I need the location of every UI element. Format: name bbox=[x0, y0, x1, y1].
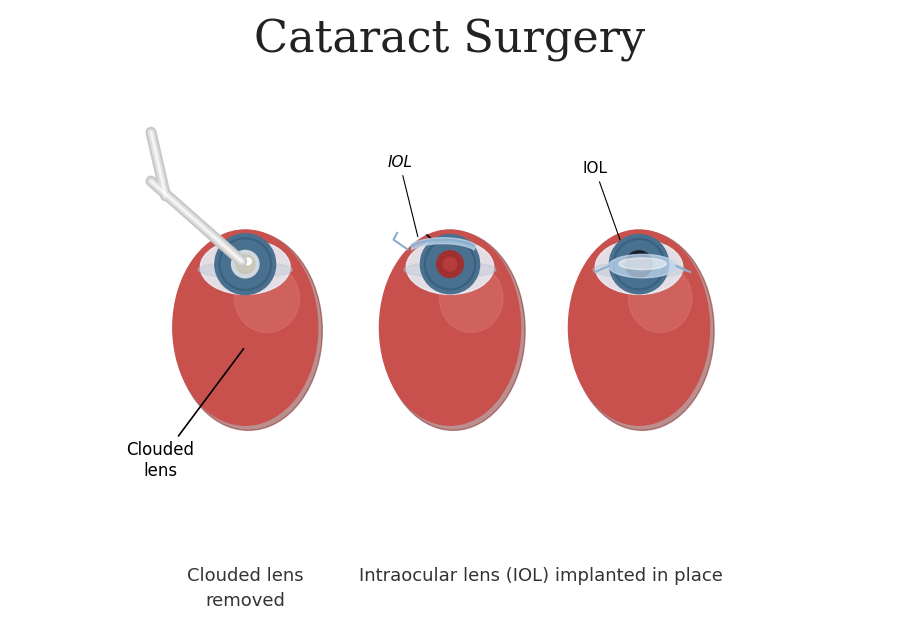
Ellipse shape bbox=[175, 231, 322, 430]
Text: Clouded
lens: Clouded lens bbox=[126, 349, 244, 480]
Text: IOL: IOL bbox=[582, 161, 622, 246]
Circle shape bbox=[245, 258, 251, 265]
Circle shape bbox=[626, 251, 652, 277]
Ellipse shape bbox=[234, 264, 300, 333]
Circle shape bbox=[631, 256, 647, 272]
Ellipse shape bbox=[569, 230, 709, 425]
Circle shape bbox=[436, 251, 464, 277]
Ellipse shape bbox=[628, 264, 692, 333]
Polygon shape bbox=[411, 238, 474, 250]
Ellipse shape bbox=[593, 261, 685, 278]
Circle shape bbox=[420, 234, 480, 294]
Text: IOL: IOL bbox=[387, 155, 418, 237]
Ellipse shape bbox=[406, 240, 494, 294]
Ellipse shape bbox=[198, 261, 292, 278]
Circle shape bbox=[215, 234, 275, 295]
Circle shape bbox=[231, 251, 259, 278]
Ellipse shape bbox=[404, 261, 496, 278]
Ellipse shape bbox=[595, 240, 683, 294]
Ellipse shape bbox=[619, 258, 666, 270]
Circle shape bbox=[609, 234, 669, 294]
Ellipse shape bbox=[201, 240, 290, 294]
Circle shape bbox=[236, 255, 255, 273]
Text: Cataract Surgery: Cataract Surgery bbox=[255, 19, 645, 62]
Ellipse shape bbox=[571, 231, 714, 430]
Ellipse shape bbox=[608, 249, 670, 277]
Ellipse shape bbox=[380, 230, 520, 425]
Ellipse shape bbox=[382, 231, 525, 430]
Ellipse shape bbox=[419, 249, 481, 277]
Text: Intraocular lens (IOL) implanted in place: Intraocular lens (IOL) implanted in plac… bbox=[359, 567, 724, 585]
Ellipse shape bbox=[214, 249, 276, 277]
Circle shape bbox=[444, 258, 456, 271]
Text: Clouded lens
removed: Clouded lens removed bbox=[187, 567, 303, 610]
Ellipse shape bbox=[608, 255, 677, 278]
Ellipse shape bbox=[439, 264, 503, 333]
Ellipse shape bbox=[173, 230, 318, 425]
